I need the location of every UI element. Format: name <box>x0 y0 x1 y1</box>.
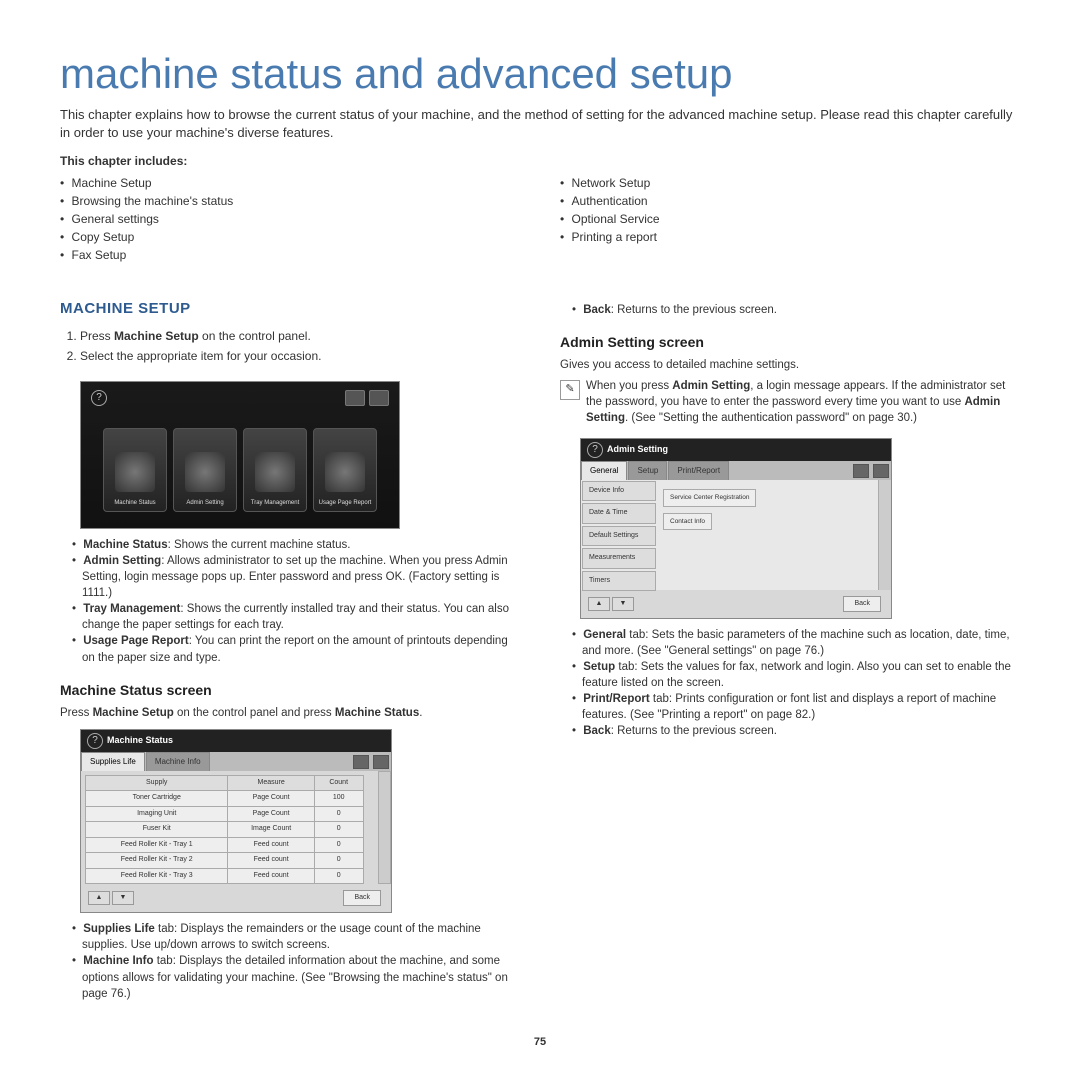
side-tab: Measurements <box>582 548 656 569</box>
tab-supplies-life: Supplies Life <box>81 752 145 771</box>
home-icon <box>369 390 389 406</box>
tab-setup: Setup <box>628 461 667 480</box>
help-icon: ? <box>87 733 103 749</box>
back-button: Back <box>343 890 381 907</box>
includes-right-list: Network SetupAuthenticationOptional Serv… <box>560 174 1020 246</box>
down-arrow-icon: ▼ <box>612 597 634 611</box>
down-arrow-icon: ▼ <box>112 891 134 905</box>
side-tab: Date & Time <box>582 503 656 524</box>
home-icon <box>873 464 889 478</box>
tab-general: General <box>581 461 627 480</box>
step-1: Press Machine Setup on the control panel… <box>80 327 520 345</box>
admin-setting-heading: Admin Setting screen <box>560 332 1020 353</box>
step-2: Select the appropriate item for your occ… <box>80 347 520 365</box>
scrollbar <box>878 480 891 590</box>
table-row: Feed Roller Kit - Tray 3Feed count0 <box>86 868 364 884</box>
list-item: Machine Status: Shows the current machin… <box>60 537 520 553</box>
table-row: Feed Roller Kit - Tray 2Feed count0 <box>86 853 364 869</box>
up-arrow-icon: ▲ <box>88 891 110 905</box>
list-item: Fax Setup <box>60 246 520 264</box>
tile-icon <box>185 452 225 492</box>
admin-setting-screenshot: ? Admin Setting General Setup Print/Repo… <box>580 438 892 619</box>
machine-status-screenshot: ? Machine Status Supplies Life Machine I… <box>80 729 392 914</box>
machine-setup-screenshot: ? Machine StatusAdmin SettingTray Manage… <box>80 381 400 529</box>
admin-note: When you press Admin Setting, a login me… <box>586 378 1020 426</box>
machine-status-heading: Machine Status screen <box>60 680 520 701</box>
tab-machine-info: Machine Info <box>146 752 210 771</box>
intro-text: This chapter explains how to browse the … <box>60 106 1020 142</box>
list-item: Usage Page Report: You can print the rep… <box>60 633 520 665</box>
list-item: Tray Management: Shows the currently ins… <box>60 601 520 633</box>
tab-print-report: Print/Report <box>668 461 729 480</box>
table-row: Toner CartridgePage Count100 <box>86 791 364 807</box>
list-item: Machine Setup <box>60 174 520 192</box>
mini-btn-icon <box>353 755 369 769</box>
admin-lead: Gives you access to detailed machine set… <box>560 357 1020 373</box>
page-number: 75 <box>60 1036 1020 1048</box>
top-btn-icon <box>345 390 365 406</box>
table-row: Feed Roller Kit - Tray 1Feed count0 <box>86 837 364 853</box>
list-item: Admin Setting: Allows administrator to s… <box>60 553 520 601</box>
note-icon: ✎ <box>560 380 580 400</box>
scrollbar <box>378 771 391 885</box>
includes-label: This chapter includes: <box>60 154 1020 168</box>
list-item: Back: Returns to the previous screen. <box>560 723 1020 739</box>
back-note: Back: Returns to the previous screen. <box>560 302 1020 318</box>
home-icon <box>373 755 389 769</box>
back-button: Back <box>843 596 881 613</box>
menu-tile: Tray Management <box>243 428 307 512</box>
page-title: machine status and advanced setup <box>60 50 1020 98</box>
includes-left-list: Machine SetupBrowsing the machine's stat… <box>60 174 520 264</box>
menu-tile: Machine Status <box>103 428 167 512</box>
list-item: Copy Setup <box>60 228 520 246</box>
list-item: Browsing the machine's status <box>60 192 520 210</box>
help-icon: ? <box>587 442 603 458</box>
side-tab: Timers <box>582 571 656 592</box>
list-item: Machine Info tab: Displays the detailed … <box>60 953 520 1001</box>
list-item: Authentication <box>560 192 1020 210</box>
machine-setup-heading: MACHINE SETUP <box>60 298 520 321</box>
list-item: General tab: Sets the basic parameters o… <box>560 627 1020 659</box>
mini-btn-icon <box>853 464 869 478</box>
table-row: Imaging UnitPage Count0 <box>86 806 364 822</box>
list-item: Setup tab: Sets the values for fax, netw… <box>560 659 1020 691</box>
side-tab: Default Settings <box>582 526 656 547</box>
tile-icon <box>115 452 155 492</box>
menu-tile: Usage Page Report <box>313 428 377 512</box>
list-item: Print/Report tab: Prints configuration o… <box>560 691 1020 723</box>
menu-tile: Admin Setting <box>173 428 237 512</box>
tile-icon <box>325 452 365 492</box>
list-item: Supplies Life tab: Displays the remainde… <box>60 921 520 953</box>
table-row: Fuser KitImage Count0 <box>86 822 364 838</box>
side-tab: Device Info <box>582 481 656 502</box>
list-item: Network Setup <box>560 174 1020 192</box>
list-item: General settings <box>60 210 520 228</box>
machine-status-lead: Press Machine Setup on the control panel… <box>60 705 520 721</box>
tile-icon <box>255 452 295 492</box>
contact-info-button: Contact Info <box>663 513 712 531</box>
up-arrow-icon: ▲ <box>588 597 610 611</box>
list-item: Optional Service <box>560 210 1020 228</box>
help-icon: ? <box>91 390 107 406</box>
service-center-button: Service Center Registration <box>663 489 756 507</box>
list-item: Printing a report <box>560 228 1020 246</box>
